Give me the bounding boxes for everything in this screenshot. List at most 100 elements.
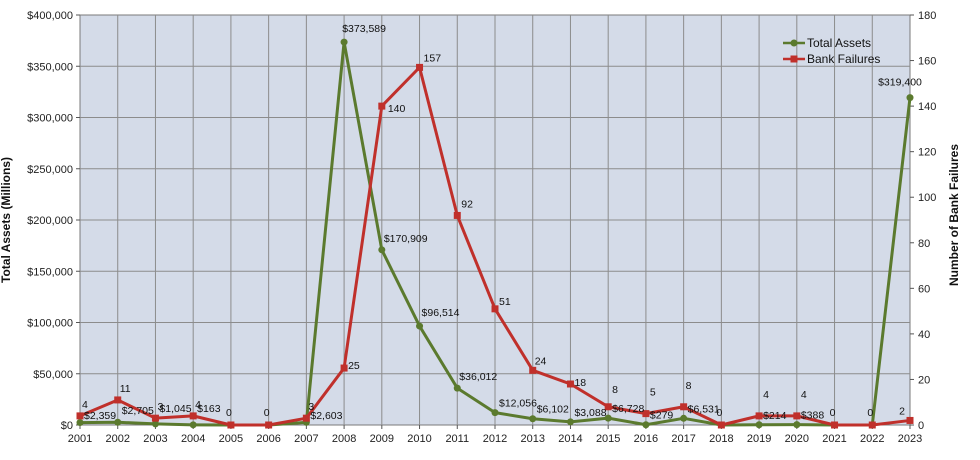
data-label-bank-failures: 24 <box>535 355 547 367</box>
data-point-bank-failures <box>604 403 612 411</box>
data-label-bank-failures: 4 <box>82 399 88 411</box>
y-left-tick-label: $400,000 <box>27 10 73 22</box>
data-point-bank-failures <box>831 421 839 429</box>
data-point-total-assets <box>755 421 763 429</box>
x-tick-label: 2012 <box>483 433 507 445</box>
y-left-tick-label: $50,000 <box>33 369 73 381</box>
data-label-bank-failures: 5 <box>650 387 656 399</box>
data-point-total-assets <box>76 419 84 427</box>
x-tick-label: 2023 <box>898 433 922 445</box>
data-label-bank-failures: 25 <box>348 360 360 372</box>
data-label-total-assets: $6,102 <box>537 404 569 416</box>
y-right-tick-label: 160 <box>918 56 936 68</box>
legend: Total Assets Bank Failures <box>783 36 880 66</box>
data-point-bank-failures <box>340 364 348 372</box>
data-point-total-assets <box>491 409 499 417</box>
data-point-bank-failures <box>189 412 197 420</box>
data-label-bank-failures: 3 <box>157 401 163 413</box>
data-label-total-assets: $170,909 <box>384 233 428 245</box>
data-point-total-assets <box>151 420 159 428</box>
data-point-bank-failures <box>529 366 537 374</box>
data-label-bank-failures: 11 <box>120 383 131 395</box>
data-label-bank-failures: 4 <box>763 389 769 401</box>
data-point-total-assets <box>416 322 424 330</box>
y-right-tick-label: 120 <box>918 147 936 159</box>
data-label-bank-failures: 3 <box>308 401 314 413</box>
x-tick-label: 2002 <box>105 433 129 445</box>
data-point-bank-failures <box>642 410 650 418</box>
data-label-bank-failures: 92 <box>461 198 473 210</box>
data-label-total-assets: $2,603 <box>310 410 342 422</box>
y-left-tick-label: $150,000 <box>27 266 73 278</box>
data-label-bank-failures: 8 <box>612 384 618 396</box>
y-right-tick-label: 140 <box>918 101 936 113</box>
data-label-bank-failures: 0 <box>226 407 232 419</box>
x-tick-label: 2017 <box>671 433 695 445</box>
data-label-bank-failures: 157 <box>424 52 442 64</box>
legend-label-total-assets: Total Assets <box>807 36 871 50</box>
data-label-bank-failures: 18 <box>574 377 586 389</box>
data-label-total-assets: $214 <box>763 410 787 422</box>
data-label-total-assets: $163 <box>197 403 221 415</box>
data-label-total-assets: $1,045 <box>159 403 191 415</box>
data-point-bank-failures <box>378 102 386 110</box>
data-label-bank-failures: 0 <box>716 407 722 419</box>
x-tick-label: 2004 <box>181 433 205 445</box>
data-label-total-assets: $6,728 <box>612 403 644 415</box>
data-label-bank-failures: 51 <box>499 296 511 308</box>
data-label-total-assets: $12,056 <box>499 398 537 410</box>
data-label-total-assets: $6,531 <box>688 403 720 415</box>
y-left-tick-label: $350,000 <box>27 61 73 73</box>
data-label-total-assets: $2,705 <box>122 405 154 417</box>
x-tick-label: 2021 <box>822 433 846 445</box>
data-label-bank-failures: 4 <box>195 399 201 411</box>
data-point-bank-failures <box>868 421 876 429</box>
data-point-bank-failures <box>302 414 310 422</box>
data-point-total-assets <box>378 246 386 254</box>
x-tick-label: 2022 <box>860 433 884 445</box>
y-axis-right-title: Number of Bank Failures <box>947 144 961 286</box>
x-tick-label: 2009 <box>370 433 394 445</box>
x-tick-label: 2007 <box>294 433 318 445</box>
legend-label-bank-failures: Bank Failures <box>807 52 880 66</box>
y-left-tick-label: $200,000 <box>27 215 73 227</box>
y-right-tick-label: 20 <box>918 374 930 386</box>
data-point-total-assets <box>529 415 537 423</box>
x-tick-label: 2006 <box>256 433 280 445</box>
data-label-total-assets: $373,589 <box>342 23 386 35</box>
data-point-bank-failures <box>906 416 914 424</box>
data-label-total-assets: $388 <box>801 410 825 422</box>
data-point-total-assets <box>680 414 688 422</box>
data-point-bank-failures <box>416 63 424 71</box>
series-layer <box>76 38 914 429</box>
data-point-total-assets <box>114 418 122 426</box>
x-tick-label: 2001 <box>68 433 92 445</box>
data-point-bank-failures <box>151 414 159 422</box>
y-right-tick-label: 100 <box>918 192 936 204</box>
x-tick-label: 2018 <box>709 433 733 445</box>
data-point-total-assets <box>604 414 612 422</box>
x-tick-label: 2016 <box>634 433 658 445</box>
y-left-tick-label: $0 <box>61 420 73 432</box>
data-label-total-assets: $3,088 <box>574 407 606 419</box>
data-label-bank-failures: 140 <box>388 103 406 115</box>
data-label-total-assets: $2,359 <box>84 410 116 422</box>
data-point-bank-failures <box>680 403 688 411</box>
data-point-bank-failures <box>227 421 235 429</box>
data-label-bank-failures: 0 <box>830 407 836 419</box>
data-point-total-assets <box>906 94 914 102</box>
data-label-bank-failures: 8 <box>686 380 692 392</box>
x-tick-label: 2013 <box>520 433 544 445</box>
x-tick-label: 2020 <box>785 433 809 445</box>
y-right-tick-label: 40 <box>918 329 930 341</box>
x-tick-label: 2005 <box>219 433 243 445</box>
data-label-bank-failures: 2 <box>899 405 905 417</box>
data-point-bank-failures <box>114 396 122 404</box>
data-point-bank-failures <box>265 421 273 429</box>
data-label-total-assets: $96,514 <box>422 307 460 319</box>
x-tick-label: 2014 <box>558 433 582 445</box>
x-tick-label: 2008 <box>332 433 356 445</box>
y-right-tick-label: 80 <box>918 238 930 250</box>
